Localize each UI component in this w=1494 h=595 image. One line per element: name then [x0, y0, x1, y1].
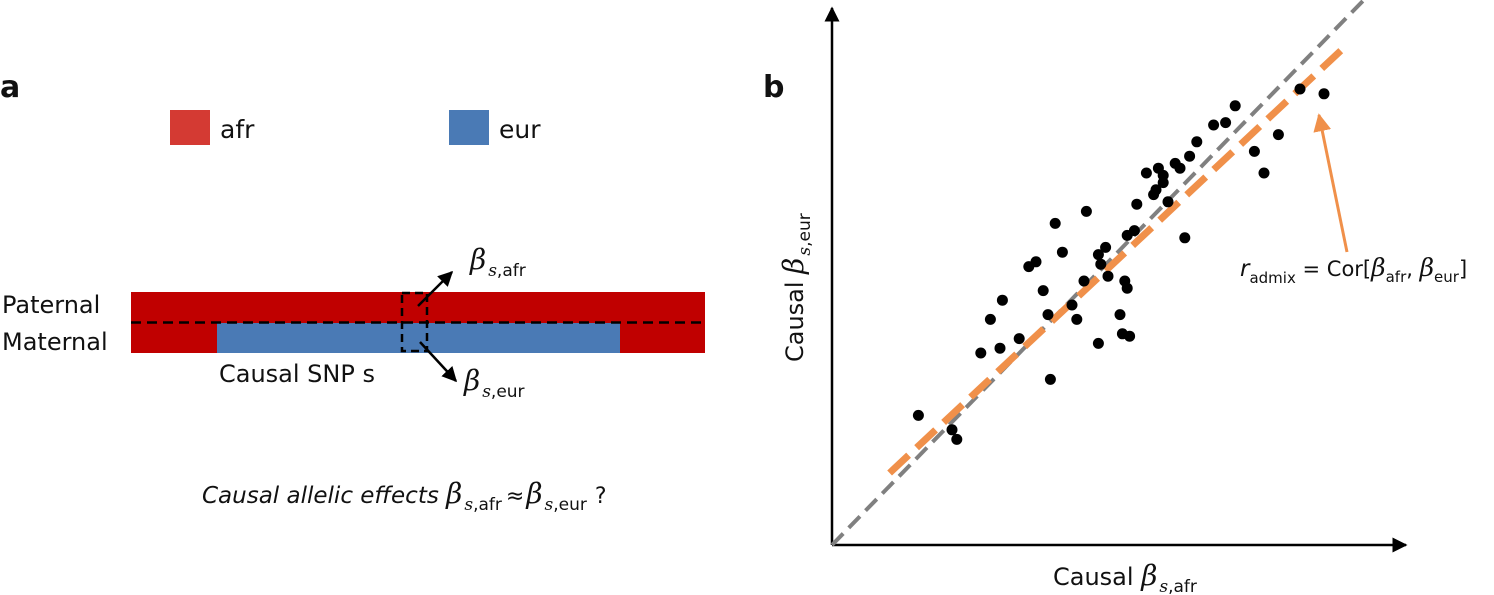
scatter-point: [1294, 83, 1306, 95]
scatter-point: [912, 409, 924, 421]
maternal-eur-segment: [217, 323, 620, 353]
identity-reference-line: [830, 0, 1367, 547]
scatter-point: [1023, 261, 1035, 273]
scatter-point: [1272, 129, 1284, 141]
legend-swatch-afr: [170, 110, 210, 145]
scatter-point: [1037, 285, 1049, 297]
legend-label-afr: afr: [220, 115, 255, 144]
scatter-point: [1116, 328, 1128, 340]
annotation-arrow: [1313, 113, 1349, 253]
x-axis-label: Causal β s,afr: [1053, 559, 1197, 595]
scatter-point: [1258, 167, 1270, 179]
scatter-point: [1056, 246, 1068, 258]
scatter-point: [1128, 225, 1140, 237]
causal-snp-box: [400, 291, 429, 353]
scatter-points: [912, 83, 1330, 445]
r-admix-annotation: radmix = Cor[βafr, βeur]: [1240, 253, 1467, 287]
scatter-point: [1092, 337, 1104, 349]
panel-a: a afr eur Paternal Maternal Causal SNP s…: [0, 70, 705, 515]
scatter-point: [1248, 145, 1260, 157]
scatter-point: [1229, 100, 1241, 112]
scatter-point: [1066, 299, 1078, 311]
scatter-point: [1179, 232, 1191, 244]
scatter-point: [1095, 258, 1107, 270]
scatter-point: [1162, 196, 1174, 208]
beta-eur-label: β s,eur: [463, 364, 525, 402]
scatter-point: [1169, 157, 1181, 169]
scatter-point: [1044, 373, 1056, 385]
scatter-point: [1184, 150, 1196, 162]
panel-a-label: a: [0, 70, 20, 105]
scatter-point: [946, 424, 958, 436]
scatter-point: [1318, 88, 1330, 100]
y-axis-label: Causal βs,eur: [777, 213, 815, 362]
scatter-point: [1071, 313, 1083, 325]
scatter-point: [1208, 119, 1220, 131]
scatter-point: [1140, 167, 1152, 179]
scatter-point: [951, 433, 963, 445]
scatter-point: [1078, 275, 1090, 287]
legend-label-eur: eur: [499, 115, 541, 144]
regression-fit-line: [887, 48, 1344, 476]
panel-b: b radmix = Cor[βafr, βeur] Causal β s,afr…: [763, 0, 1467, 595]
allelic-effects-question: Causal allelic effects β s,afr ≈β s,eur?: [202, 477, 607, 515]
scatter-point: [1131, 198, 1143, 210]
causal-snp-label: Causal SNP s: [219, 360, 375, 388]
scatter-point: [996, 294, 1008, 306]
arrow-eur: [419, 341, 458, 383]
scatter-point: [984, 313, 996, 325]
scatter-point: [1100, 241, 1112, 253]
scatter-point: [975, 347, 987, 359]
paternal-label: Paternal: [2, 291, 100, 319]
maternal-label: Maternal: [2, 328, 108, 356]
scatter-point: [1121, 282, 1133, 294]
legend-swatch-eur: [449, 110, 489, 145]
scatter-point: [1092, 249, 1104, 261]
scatter-point: [1049, 217, 1061, 229]
scatter-point: [1157, 177, 1169, 189]
scatter-point: [1114, 309, 1126, 321]
beta-afr-label: β s,afr: [469, 243, 526, 281]
scatter-point: [1148, 189, 1160, 201]
scatter-point: [1220, 117, 1232, 129]
scatter-point: [1080, 205, 1092, 217]
arrow-afr: [417, 270, 454, 307]
scatter-point: [1102, 270, 1114, 282]
scatter-point: [994, 342, 1006, 354]
panel-b-label: b: [763, 70, 784, 105]
scatter-point: [1191, 136, 1203, 148]
paternal-chromosome: [131, 292, 705, 323]
scatter-point: [1013, 333, 1025, 345]
scatter-point: [1042, 309, 1054, 321]
